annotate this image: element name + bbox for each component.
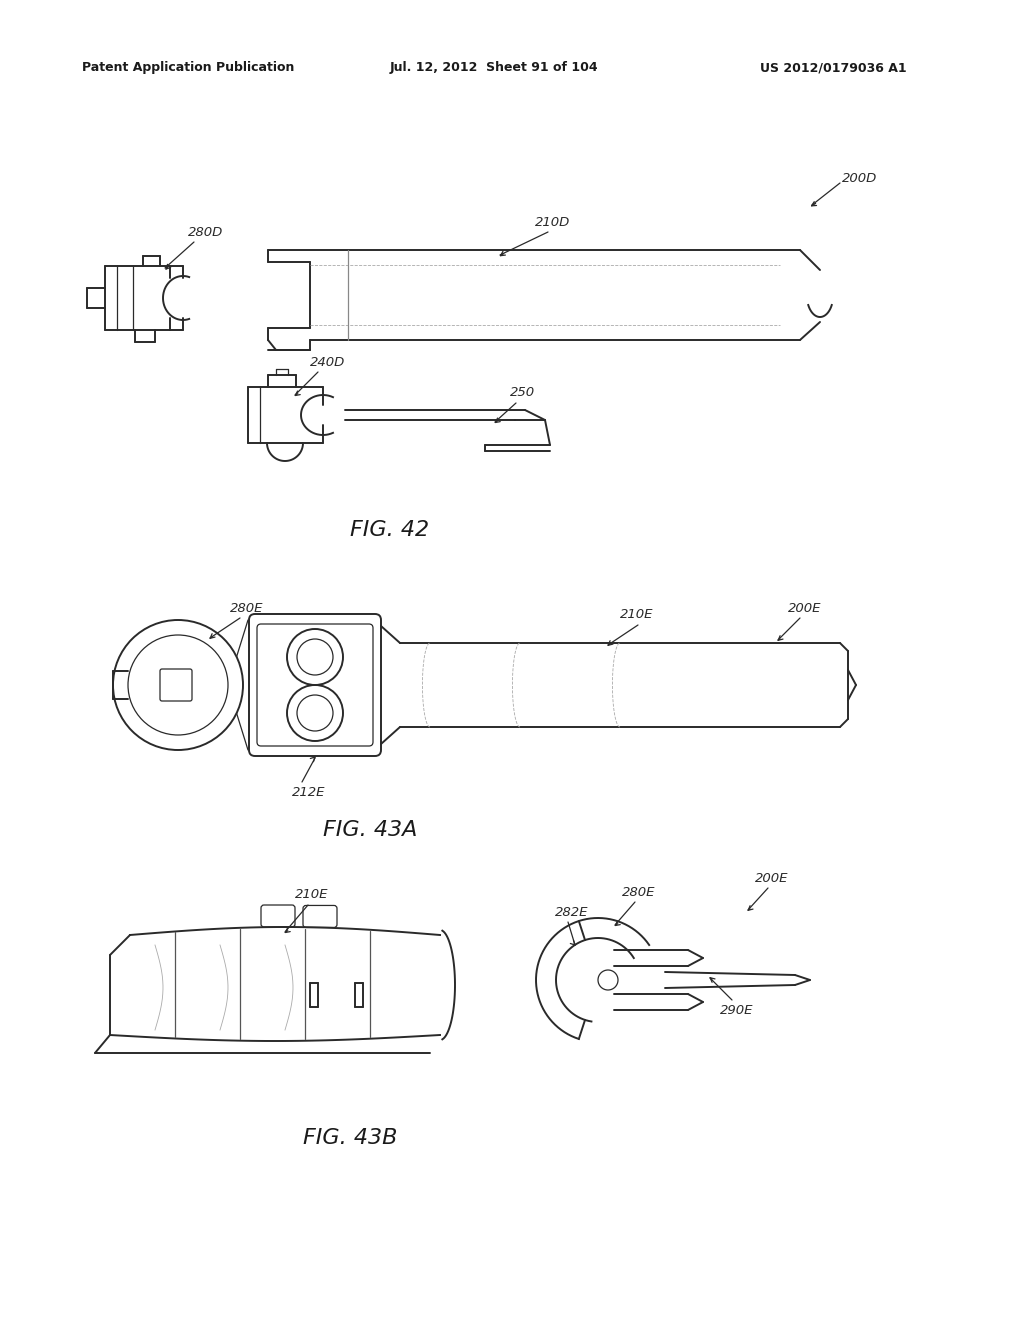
Text: 280E: 280E (622, 886, 655, 899)
Text: FIG. 43A: FIG. 43A (323, 820, 417, 840)
Text: 210D: 210D (535, 215, 570, 228)
Text: Jul. 12, 2012  Sheet 91 of 104: Jul. 12, 2012 Sheet 91 of 104 (390, 62, 599, 74)
Text: 210E: 210E (620, 609, 653, 622)
Text: Patent Application Publication: Patent Application Publication (82, 62, 294, 74)
Text: 200E: 200E (755, 871, 788, 884)
Text: FIG. 42: FIG. 42 (350, 520, 429, 540)
Text: 200D: 200D (842, 172, 878, 185)
Text: 280E: 280E (230, 602, 263, 615)
Text: 250: 250 (510, 387, 536, 400)
Text: 240D: 240D (310, 355, 345, 368)
Text: 212E: 212E (292, 785, 326, 799)
Text: FIG. 43B: FIG. 43B (303, 1129, 397, 1148)
Text: 280D: 280D (188, 226, 223, 239)
Text: US 2012/0179036 A1: US 2012/0179036 A1 (760, 62, 906, 74)
Text: 290E: 290E (720, 1003, 754, 1016)
Text: 210E: 210E (295, 888, 329, 902)
Text: 282E: 282E (555, 906, 589, 919)
Text: 200E: 200E (788, 602, 821, 615)
